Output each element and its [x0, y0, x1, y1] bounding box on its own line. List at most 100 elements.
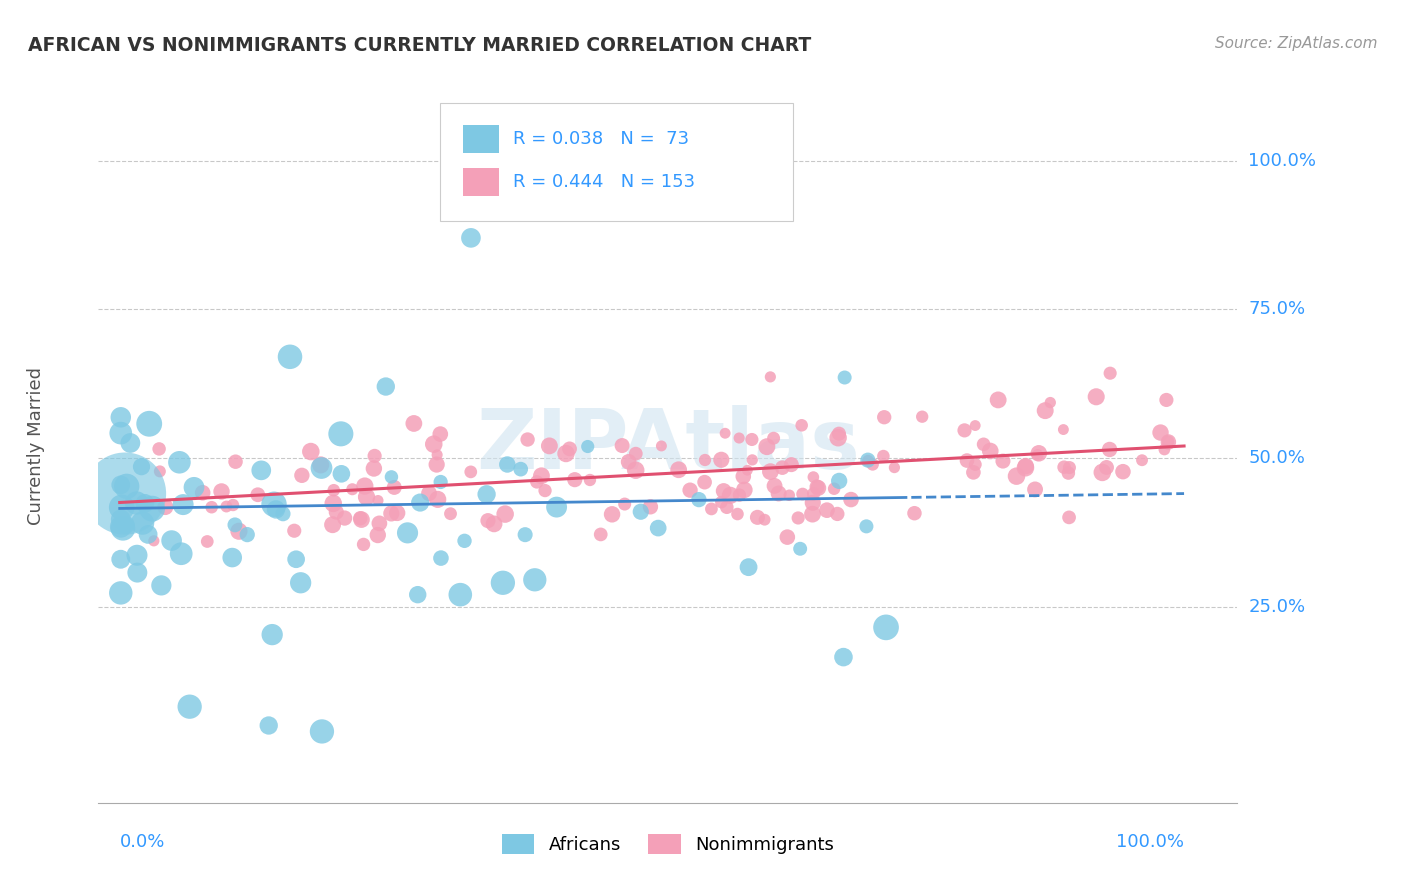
Point	[720, 488, 742, 502]
Point	[733, 469, 755, 483]
Point	[460, 465, 482, 479]
Point	[356, 490, 378, 504]
Point	[374, 379, 396, 393]
Point	[211, 484, 233, 499]
Point	[747, 510, 769, 524]
Legend: Africans, Nonimmigrants: Africans, Nonimmigrants	[495, 827, 841, 862]
Point	[290, 575, 312, 590]
Point	[688, 492, 710, 507]
Point	[322, 517, 344, 532]
Point	[271, 507, 294, 521]
Point	[832, 650, 855, 665]
Point	[325, 505, 347, 519]
Point	[790, 418, 813, 433]
Point	[278, 350, 301, 364]
Point	[792, 487, 814, 501]
Point	[1091, 466, 1114, 480]
Point	[322, 496, 344, 510]
Text: R = 0.444   N = 153: R = 0.444 N = 153	[513, 173, 695, 191]
Point	[496, 458, 519, 472]
Point	[429, 475, 451, 489]
Point	[538, 439, 561, 453]
Point	[1033, 403, 1056, 417]
Point	[991, 454, 1014, 468]
Point	[903, 506, 925, 520]
Point	[169, 455, 191, 469]
Point	[264, 502, 287, 516]
Point	[114, 486, 136, 500]
Point	[1015, 459, 1038, 474]
Point	[1157, 434, 1180, 449]
Point	[801, 507, 824, 521]
Text: ZIPAtlas: ZIPAtlas	[475, 406, 860, 486]
Point	[953, 423, 976, 437]
Point	[956, 453, 979, 467]
Point	[1153, 442, 1175, 457]
Point	[787, 511, 810, 525]
Point	[693, 453, 716, 467]
Point	[987, 392, 1010, 407]
Point	[406, 588, 429, 602]
Point	[733, 483, 755, 497]
Point	[426, 492, 449, 507]
Point	[613, 497, 636, 511]
Point	[142, 533, 165, 548]
Point	[311, 461, 333, 475]
Point	[222, 498, 245, 512]
Point	[148, 442, 170, 456]
Point	[1057, 510, 1080, 524]
Point	[1039, 395, 1062, 409]
Text: 0.0%: 0.0%	[120, 833, 165, 851]
Point	[110, 426, 132, 441]
Point	[453, 533, 475, 548]
Point	[115, 479, 138, 493]
Point	[700, 502, 723, 516]
FancyBboxPatch shape	[463, 168, 499, 196]
Point	[763, 479, 786, 493]
Point	[1005, 469, 1028, 483]
Point	[283, 524, 305, 538]
Point	[246, 488, 269, 502]
Text: R = 0.038   N =  73: R = 0.038 N = 73	[513, 130, 689, 148]
Point	[728, 488, 751, 502]
Point	[201, 500, 224, 515]
Point	[172, 498, 194, 512]
Point	[1099, 366, 1122, 380]
Point	[1053, 460, 1076, 475]
Point	[576, 440, 599, 454]
Point	[1026, 448, 1049, 462]
Point	[770, 460, 793, 475]
Point	[883, 460, 905, 475]
Point	[564, 473, 586, 487]
Point	[110, 586, 132, 600]
Point	[311, 724, 333, 739]
Point	[291, 468, 314, 483]
Point	[110, 478, 132, 492]
Point	[650, 439, 672, 453]
Point	[429, 427, 451, 442]
Point	[828, 426, 851, 441]
Text: 25.0%: 25.0%	[1249, 598, 1306, 615]
Point	[516, 433, 538, 447]
Text: 100.0%: 100.0%	[1116, 833, 1184, 851]
Point	[120, 436, 142, 450]
Point	[134, 496, 156, 510]
Point	[492, 575, 515, 590]
Point	[396, 525, 419, 540]
Point	[679, 483, 702, 498]
Point	[195, 534, 218, 549]
Point	[589, 527, 612, 541]
Point	[155, 500, 177, 514]
Point	[728, 431, 751, 445]
Point	[350, 512, 373, 526]
Text: AFRICAN VS NONIMMIGRANTS CURRENTLY MARRIED CORRELATION CHART: AFRICAN VS NONIMMIGRANTS CURRENTLY MARRI…	[28, 36, 811, 54]
Point	[111, 521, 134, 535]
Point	[823, 482, 845, 496]
Point	[741, 453, 763, 467]
Point	[114, 517, 136, 532]
Point	[713, 483, 735, 498]
Point	[856, 454, 879, 468]
Point	[778, 488, 800, 502]
Point	[558, 442, 581, 456]
Point	[363, 449, 385, 463]
